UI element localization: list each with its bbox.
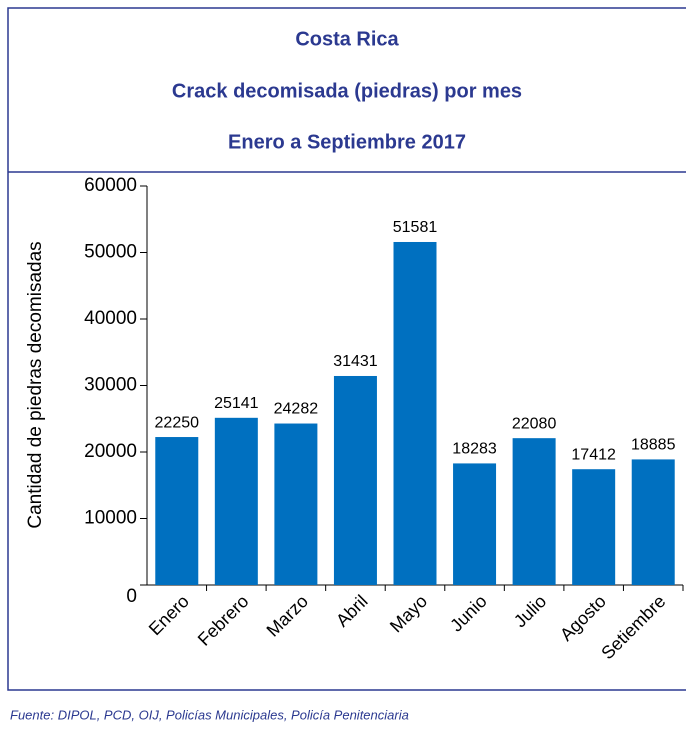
x-tick-label: Junio — [446, 591, 491, 636]
x-tick-label: Marzo — [263, 591, 313, 641]
bar — [274, 423, 318, 585]
x-tick-label: Mayo — [386, 591, 431, 636]
y-tick-label: 0 — [126, 586, 137, 607]
x-tick-label: Agosto — [556, 591, 610, 645]
value-label: 17412 — [571, 446, 616, 463]
bar — [214, 417, 258, 585]
x-tick-label: Julio — [510, 591, 550, 631]
bar — [453, 463, 497, 585]
x-tick-label: Setiembre — [597, 591, 669, 663]
bar — [631, 459, 675, 585]
value-label: 25141 — [214, 395, 259, 412]
bar — [512, 438, 556, 585]
value-label: 18283 — [452, 441, 497, 458]
y-tick-label: 40000 — [84, 308, 137, 329]
value-label: 22250 — [155, 414, 200, 431]
y-axis-label: Cantidad de piedras decomisadas — [25, 241, 46, 528]
y-tick-label: 50000 — [84, 242, 137, 263]
bar — [333, 375, 377, 585]
y-tick-label: 30000 — [84, 375, 137, 396]
x-tick-label: Febrero — [194, 591, 253, 650]
y-tick-label: 10000 — [84, 508, 137, 529]
value-label: 18885 — [631, 437, 676, 454]
value-label: 24282 — [274, 401, 319, 418]
y-tick-label: 60000 — [84, 175, 137, 196]
value-label: 22080 — [512, 415, 557, 432]
chart-title: Costa Rica — [295, 28, 399, 50]
bar — [572, 469, 616, 585]
y-tick-label: 20000 — [84, 441, 137, 462]
bar — [393, 241, 437, 586]
chart-subtitle-2: Enero a Septiembre 2017 — [228, 131, 466, 153]
frame — [7, 7, 686, 691]
value-label: 31431 — [333, 353, 378, 370]
x-tick-label: Enero — [145, 591, 193, 639]
footnote: Fuente: DIPOL, PCD, OIJ, Policías Munici… — [10, 707, 409, 722]
chart-subtitle: Crack decomisada (piedras) por mes — [172, 80, 522, 102]
bar — [155, 437, 199, 585]
x-tick-label: Abril — [332, 591, 372, 631]
value-label: 51581 — [393, 219, 438, 236]
